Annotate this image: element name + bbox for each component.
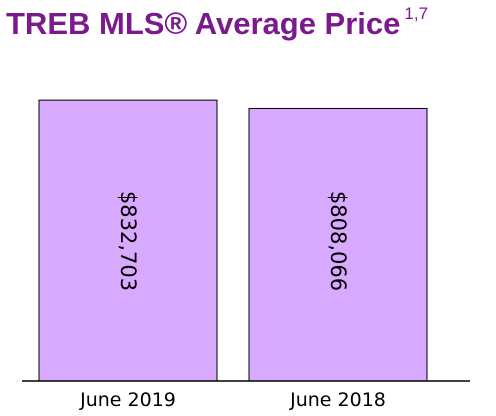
x-tick-label-1: June 2018 [289,389,386,411]
labels-layer: $832,703 $808,066 [116,191,350,291]
bar-0 [38,99,218,382]
chart-title: TREB MLS® Average Price [6,6,401,41]
bar-1 [248,107,428,382]
bars-layer [38,99,428,382]
data-label-1: $808,066 [326,191,350,291]
ticks-layer: June 2019 June 2018 [79,389,386,411]
data-label-0: $832,703 [116,191,140,291]
x-tick-label-0: June 2019 [79,389,176,411]
chart-title-block: TREB MLS® Average Price 1,7 [6,4,428,42]
chart-title-footnote: 1,7 [404,4,429,23]
